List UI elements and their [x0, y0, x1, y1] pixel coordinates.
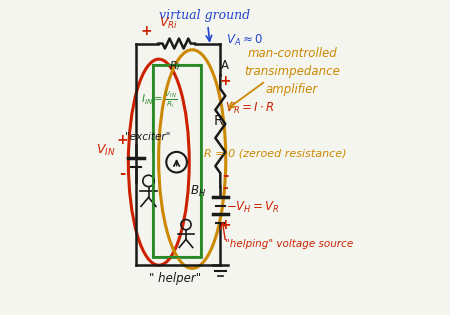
Text: $B_H$: $B_H$: [190, 184, 206, 199]
Text: "helping" voltage source: "helping" voltage source: [225, 239, 353, 249]
Text: $I_{IN} = \frac{V_{IN}}{R_i}$: $I_{IN} = \frac{V_{IN}}{R_i}$: [141, 89, 177, 110]
Text: "exciter": "exciter": [125, 132, 170, 142]
Text: $V_R = I \cdot R$: $V_R = I \cdot R$: [225, 101, 274, 116]
Text: -: -: [119, 166, 125, 181]
Text: -: -: [222, 181, 228, 196]
Text: +: +: [116, 133, 128, 147]
Text: man-controlled
transimpedance
amplifier: man-controlled transimpedance amplifier: [244, 47, 340, 96]
Text: virtual ground: virtual ground: [159, 9, 250, 22]
Text: +: +: [140, 24, 152, 38]
Bar: [153, 66, 201, 257]
Text: +: +: [219, 74, 231, 88]
Text: $V_A$$\approx$$0$: $V_A$$\approx$$0$: [225, 32, 263, 48]
Text: +: +: [219, 218, 231, 232]
Text: R: R: [213, 114, 223, 128]
Text: R = 0 (zeroed resistance): R = 0 (zeroed resistance): [204, 149, 346, 159]
Text: $-V_H = V_R$: $-V_H = V_R$: [225, 200, 279, 215]
Text: " helper": " helper": [149, 272, 201, 285]
Text: $V_{IN}$: $V_{IN}$: [96, 143, 115, 158]
Text: $V_{Ri}$: $V_{Ri}$: [159, 16, 178, 31]
Text: A: A: [221, 60, 229, 72]
Text: -: -: [222, 168, 228, 183]
Text: $R_i$: $R_i$: [169, 60, 181, 73]
